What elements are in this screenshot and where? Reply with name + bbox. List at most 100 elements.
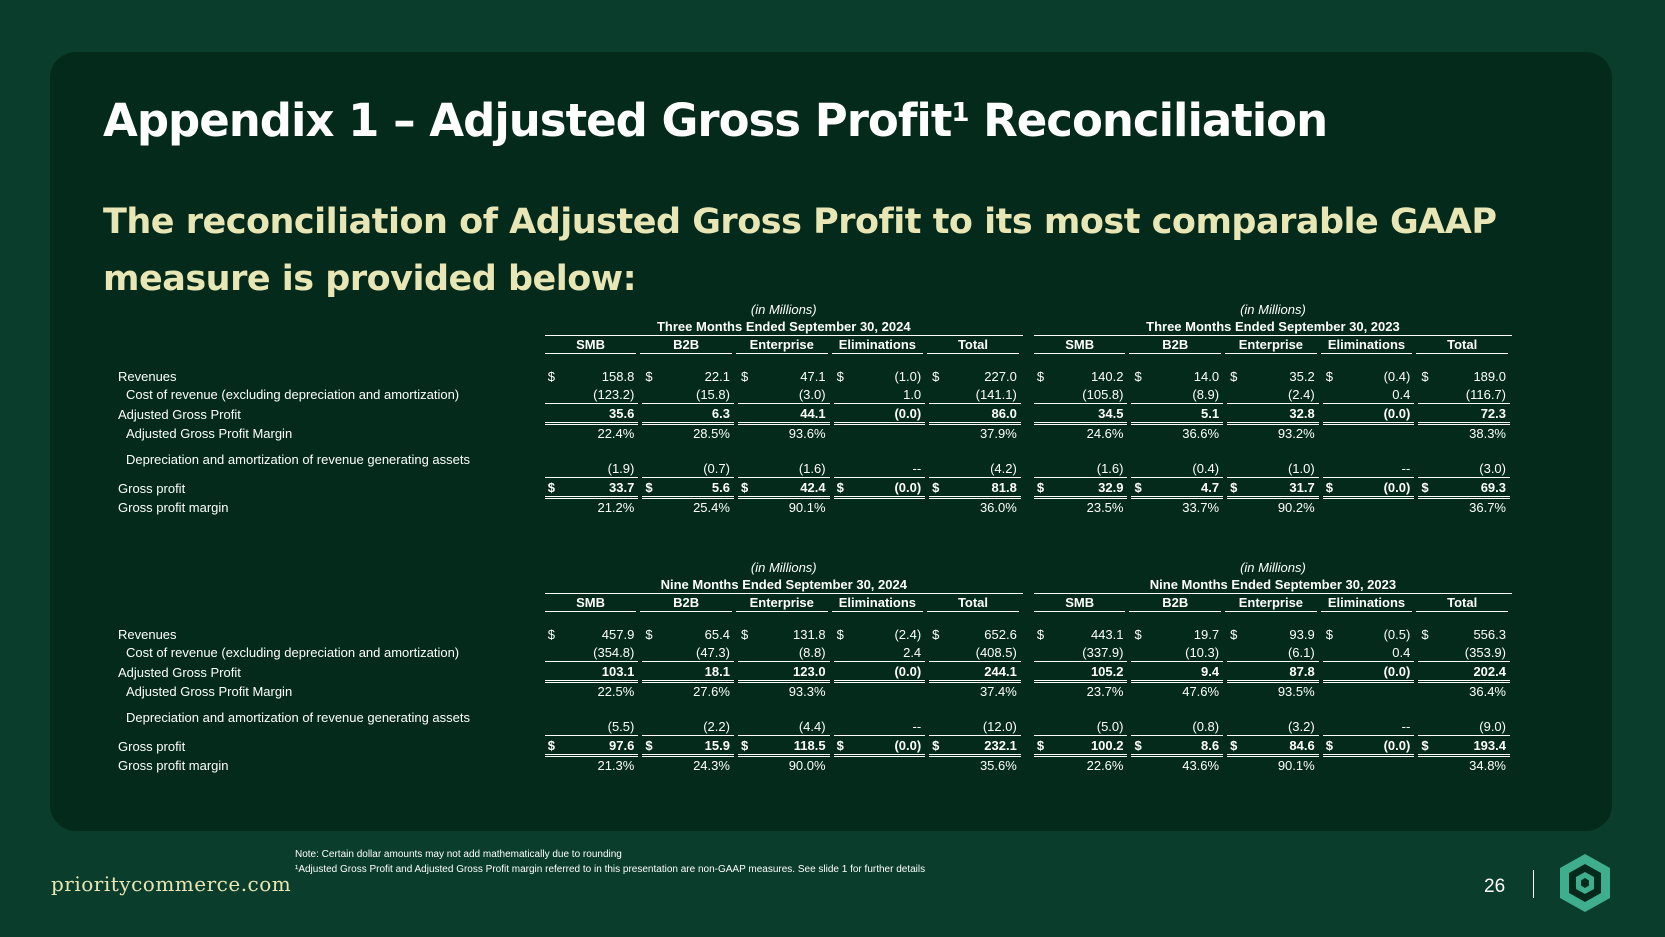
value-text: 18.1 xyxy=(704,663,730,679)
value-text: -- xyxy=(1401,461,1411,477)
row-label: Gross profit xyxy=(118,481,186,497)
value-cell: 34.8% xyxy=(1416,755,1512,774)
value-text: (141.1) xyxy=(975,386,1017,402)
value-cell: 36.0% xyxy=(927,497,1023,516)
column-header: SMB xyxy=(1033,594,1130,612)
value-cell: $42.4 xyxy=(735,477,832,499)
value-text: (354.8) xyxy=(593,644,635,660)
value-cell: -- xyxy=(831,451,928,479)
value-text: 37.9% xyxy=(979,426,1017,442)
three-months-reconciliation-table: (in Millions) (in Millions) Three Months E… xyxy=(118,300,1514,516)
value-text: -- xyxy=(912,719,922,735)
value-cell xyxy=(832,681,928,700)
value-cell: 0.4 xyxy=(1320,385,1417,404)
value-text: (1.0) xyxy=(1287,461,1315,477)
value-cell: 24.6% xyxy=(1034,423,1130,442)
value-text: 232.1 xyxy=(984,737,1017,753)
value-text: 84.6 xyxy=(1289,737,1315,753)
currency-symbol: $ xyxy=(645,627,653,643)
currency-symbol: $ xyxy=(1036,479,1045,495)
value-text: 93.9 xyxy=(1289,627,1315,643)
value-text: 244.1 xyxy=(984,663,1017,679)
value-text: (0.0) xyxy=(894,405,922,421)
currency-symbol: $ xyxy=(1036,627,1045,643)
value-text: 27.6% xyxy=(693,684,730,700)
value-cell: 103.1 xyxy=(544,661,641,683)
currency-symbol: $ xyxy=(740,479,749,495)
value-text: 227.0 xyxy=(984,369,1017,385)
value-cell: 90.0% xyxy=(736,755,832,774)
value-text: 189.0 xyxy=(1473,369,1506,385)
value-cell: 0.4 xyxy=(1320,643,1417,662)
value-text: 24.6% xyxy=(1086,426,1124,442)
row-label: Adjusted Gross Profit Margin xyxy=(126,684,293,700)
value-text: 22.5% xyxy=(597,684,635,700)
value-text: 72.3 xyxy=(1480,405,1506,421)
value-cell: $93.9 xyxy=(1225,626,1321,644)
value-cell: 23.5% xyxy=(1034,497,1130,516)
value-text: 443.1 xyxy=(1090,627,1124,643)
value-text: 652.6 xyxy=(984,627,1017,643)
value-text: 556.3 xyxy=(1473,627,1506,643)
value-cell: 24.3% xyxy=(640,755,736,774)
value-cell: $100.2 xyxy=(1033,735,1130,757)
column-header-label: Enterprise xyxy=(1225,595,1317,612)
value-text: 36.7% xyxy=(1469,500,1506,516)
value-cell: $ (2.4) xyxy=(832,626,928,644)
value-text: 86.0 xyxy=(991,405,1017,421)
table-row: Revenues $158.8 $22.1 $47.1 $ (1.0) $227.0 $140… xyxy=(118,368,1512,386)
value-text: (47.3) xyxy=(695,644,730,660)
value-text: 32.9 xyxy=(1098,479,1124,495)
value-cell: (1.6) xyxy=(1033,451,1130,479)
value-text: 32.8 xyxy=(1289,405,1315,421)
value-text: 36.0% xyxy=(979,500,1017,516)
currency-symbol: $ xyxy=(932,627,940,643)
row-label: Cost of revenue (excluding depreciation … xyxy=(126,645,460,661)
value-text: 100.2 xyxy=(1090,737,1124,753)
value-cell: $457.9 xyxy=(545,626,641,644)
value-cell: $140.2 xyxy=(1034,368,1130,386)
currency-symbol: $ xyxy=(1325,369,1333,385)
value-cell: $232.1 xyxy=(927,735,1023,757)
value-cell xyxy=(832,497,928,516)
value-cell: (408.5) xyxy=(927,643,1023,662)
currency-symbol: $ xyxy=(1421,369,1429,385)
value-text: 5.1 xyxy=(1201,405,1220,421)
page-number: 26 xyxy=(1484,876,1506,897)
column-header: SMB xyxy=(1033,336,1130,354)
value-cell: 9.4 xyxy=(1129,661,1226,683)
value-cell: (337.9) xyxy=(1033,643,1130,662)
value-text: 33.7 xyxy=(609,479,635,495)
value-cell: -- xyxy=(1320,709,1417,737)
value-cell: 123.0 xyxy=(735,661,832,683)
value-text: (4.4) xyxy=(798,719,826,735)
value-cell: 36.6% xyxy=(1129,423,1225,442)
value-cell: 22.6% xyxy=(1034,755,1130,774)
table-row: Revenues $457.9 $65.4 $131.8 $ (2.4) $652.6 $44… xyxy=(118,626,1512,644)
value-cell: 37.9% xyxy=(927,423,1023,442)
value-cell: $ (0.0) xyxy=(1320,735,1417,757)
value-cell: (353.9) xyxy=(1416,643,1512,662)
currency-symbol: $ xyxy=(547,737,555,753)
hexagon-logo-icon xyxy=(1560,854,1610,912)
value-cell: (6.1) xyxy=(1225,643,1321,662)
value-text: (10.3) xyxy=(1185,644,1220,660)
value-cell: 86.0 xyxy=(927,403,1023,425)
currency-symbol: $ xyxy=(1134,737,1142,753)
currency-symbol: $ xyxy=(932,369,940,385)
table-row: Gross profit margin 21.3% 24.3% 90.0% 35.6% 2… xyxy=(118,755,1512,774)
value-text: (5.0) xyxy=(1096,719,1124,735)
currency-symbol: $ xyxy=(836,369,844,385)
value-text: 38.3% xyxy=(1469,426,1506,442)
column-header-label: B2B xyxy=(1129,595,1222,612)
column-header: Total xyxy=(927,336,1023,354)
table-row: Depreciation and amortization of revenue… xyxy=(118,451,1512,479)
value-cell: $97.6 xyxy=(544,735,641,757)
value-cell: 93.3% xyxy=(736,681,832,700)
value-cell xyxy=(1321,755,1417,774)
column-header-label: Eliminations xyxy=(831,337,924,354)
value-text: (3.2) xyxy=(1287,719,1315,735)
period-left: Three Months Ended September 30, 2024 xyxy=(544,317,1023,337)
value-cell: 1.0 xyxy=(831,385,928,404)
value-cell: 87.8 xyxy=(1225,661,1321,683)
